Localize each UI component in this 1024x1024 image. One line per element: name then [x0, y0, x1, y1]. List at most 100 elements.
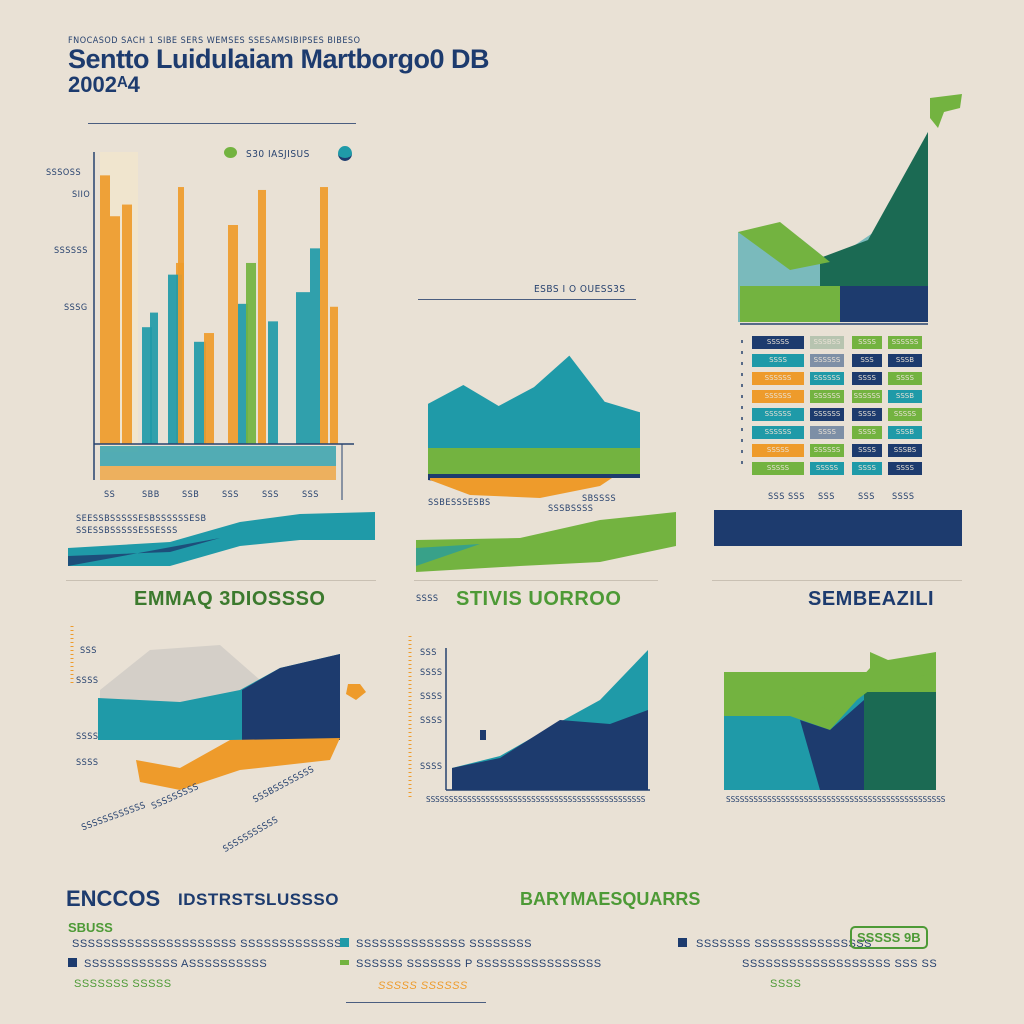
section-label-center-prefix: SSSS [416, 594, 439, 604]
footer-col3-line: SSSS [770, 978, 802, 990]
table-cell: SSSS [852, 426, 882, 439]
footer-col1-tag: SBUSS [68, 920, 113, 935]
panel-tr-footer-tick: SSS [858, 492, 875, 502]
legend-swatch-teal-icon [340, 938, 349, 947]
panel-tl-xtick: SSB [182, 490, 200, 500]
footer-col1-line: SSSSSSSSSSSSSSSSSSSSS SSSSSSSSSSSSSS [72, 938, 350, 950]
panel-tr-block-navy [840, 286, 928, 322]
table-cell: SSSS [852, 336, 882, 349]
footer-col1-line: SSSSSSS SSSSS [74, 978, 172, 990]
footer-badge: SSSSS 9B [850, 926, 928, 949]
table-cell: SSSS [888, 462, 922, 475]
block-area-navy [800, 700, 864, 790]
bar-mark [142, 327, 152, 444]
bar-mark [228, 225, 238, 444]
wave-chart-ytick: SSSS [76, 732, 99, 742]
panel-tr-footer-tick: SSSS [892, 492, 915, 502]
bar-mark [150, 312, 158, 444]
footer-col3-line: SSSSSSSSSSSSSSSSSSS SSS SS [742, 958, 938, 970]
footer-col3-line: SSSSSSS SSSSSSSSSSSSSSS [696, 938, 872, 950]
rising-chart-marker [480, 730, 486, 740]
table-cell: SSSS [852, 372, 882, 385]
footer-col2-line: SSSSSS SSSSSSS P SSSSSSSSSSSSSSSS [356, 958, 602, 970]
footer-col1-subtitle: IDSTRSTSLUSSSO [178, 890, 339, 909]
footer-col2-line: SSSSS SSSSSS [378, 980, 468, 992]
table-cell: SSSBSS [810, 336, 844, 349]
table-cell: SSSS [852, 408, 882, 421]
block-area-top-green [724, 652, 936, 720]
table-cell: SSSSSS [810, 444, 844, 457]
table-cell: SSSSS [752, 444, 804, 457]
page-supertitle: FNOCASOD SACH 1 SIBE SERS WEMSES SSESAMS… [68, 36, 361, 46]
bar-mark [178, 187, 184, 445]
panel-tc-annot: SSBESSSESBS [428, 498, 491, 508]
bar-mark [100, 175, 110, 445]
mountain-green-band [428, 448, 640, 474]
footer-col2-rule [346, 1002, 486, 1003]
panel-tr-flag [930, 94, 962, 128]
legend-dot-green-icon [224, 147, 237, 158]
bar-mark [296, 292, 310, 444]
bar-mark [320, 187, 328, 445]
table-cell: SSSS [810, 426, 844, 439]
panel-tc-ribbon-teal [416, 544, 480, 566]
bar-mark [310, 248, 320, 444]
panel-tl-ytick: SSSG [64, 303, 88, 313]
bar-chart-base-band-orange [100, 466, 336, 480]
panel-tc-ribbon-green [416, 512, 676, 572]
footer-col2-line: SSSSSSSSSSSSSS SSSSSSSS [356, 938, 532, 950]
panel-tc-annot: SSSBSSSS [548, 504, 594, 514]
section-label-center: STIVIS UORROO [456, 588, 622, 610]
section-label-left: EMMAQ 3DIOSSSO [134, 588, 326, 610]
panel-tl-xtick: SBB [142, 490, 160, 500]
bar-mark [246, 262, 256, 444]
table-cell: SSSS [852, 444, 882, 457]
bar-chart-base-band-teal [100, 446, 336, 466]
panel-tc-top-rule [418, 299, 636, 300]
panel-tl-caption: SSESSBSSSSSESSESSS [76, 526, 178, 536]
panel-tr-area-green-dark [820, 132, 928, 288]
footer-col2-title: BARYMAESQUARRS [520, 889, 701, 909]
panel-tl-xtick: SSS [302, 490, 319, 500]
page-title: Sentto Luidulaiam Martborgo0 DB [68, 44, 490, 74]
legend-dot-teal-icon [338, 146, 352, 161]
table-cell: SSSSS [752, 336, 804, 349]
section-rule-right [712, 580, 962, 581]
rising-chart-ytick: SSSS [420, 668, 443, 678]
table-cell: SSSB [888, 390, 922, 403]
table-cell: SSSSSS [752, 426, 804, 439]
wave-chart-ytick: SSSS [76, 676, 99, 686]
table-cell: SSSSSS [752, 390, 804, 403]
panel-tl-ytick: SSSOSS [46, 168, 82, 178]
table-cell: SSSSSS [810, 390, 844, 403]
table-cell: SSSSSS [752, 372, 804, 385]
table-cell: SSSSS [888, 408, 922, 421]
panel-tl-caption: SEESSBSSSSSESBSSSSSSESB [76, 514, 207, 524]
table-cell: SSSS [888, 372, 922, 385]
rising-chart-x-strip: SSSSSSSSSSSSSSSSSSSSSSSSSSSSSSSSSSSSSSSS… [426, 795, 646, 804]
panel-tc-label: ESBS I O OUESS3S [534, 284, 626, 295]
table-cell: SSSBS [888, 444, 922, 457]
wave-chart-marker [346, 684, 366, 700]
bar-mark [194, 341, 206, 444]
bar-mark [330, 306, 338, 444]
table-cell: SSSSS [752, 462, 804, 475]
legend-swatch-green-icon [340, 960, 349, 965]
panel-tl-ribbon-navy [68, 538, 220, 566]
panel-tc-annot: SBSSSS [582, 494, 617, 504]
wave-area-navy [242, 654, 340, 740]
panel-tl-legend: S30 IASJISUS [246, 149, 310, 160]
table-cell: SSSS [752, 354, 804, 367]
table-cell: SSSB [888, 354, 922, 367]
rising-chart-ytick: SSSS [420, 716, 443, 726]
mountain-orange-base [430, 478, 612, 498]
mountain-area-teal [428, 355, 640, 448]
bar-mark [238, 303, 248, 444]
panel-tl-xtick: SSS [262, 490, 279, 500]
table-cell: SSSSSS [810, 354, 844, 367]
table-cell: SSS [852, 354, 882, 367]
